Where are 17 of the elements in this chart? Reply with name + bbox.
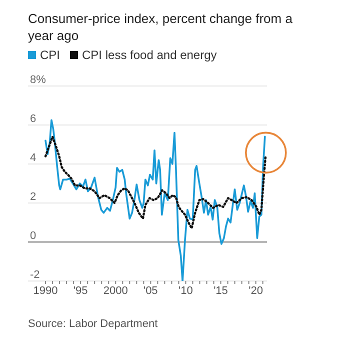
x-tick-label: 1990 bbox=[33, 284, 58, 297]
x-tick-label: '05 bbox=[143, 284, 158, 297]
x-tick-label: '10 bbox=[178, 284, 193, 297]
x-tick-label: '15 bbox=[214, 284, 228, 297]
x-tick-label: '20 bbox=[248, 284, 263, 297]
y-tick-label: 4 bbox=[30, 152, 36, 164]
x-tick-label: 2000 bbox=[103, 284, 128, 297]
y-tick-label: 2 bbox=[30, 190, 36, 203]
chart-title: Consumer-price index, percent change from a year ago bbox=[28, 10, 293, 44]
x-tick-label: '95 bbox=[73, 284, 88, 297]
y-tick-label: 0 bbox=[30, 230, 36, 242]
y-tick-label: 8% bbox=[30, 74, 46, 86]
y-tick-label: -2 bbox=[30, 268, 40, 281]
source-note: Source: Labor Department bbox=[28, 318, 158, 330]
y-tick-label: 6 bbox=[30, 112, 36, 125]
legend-label: CPI bbox=[39, 48, 60, 62]
legend-label: CPI less food and energy bbox=[81, 48, 217, 62]
